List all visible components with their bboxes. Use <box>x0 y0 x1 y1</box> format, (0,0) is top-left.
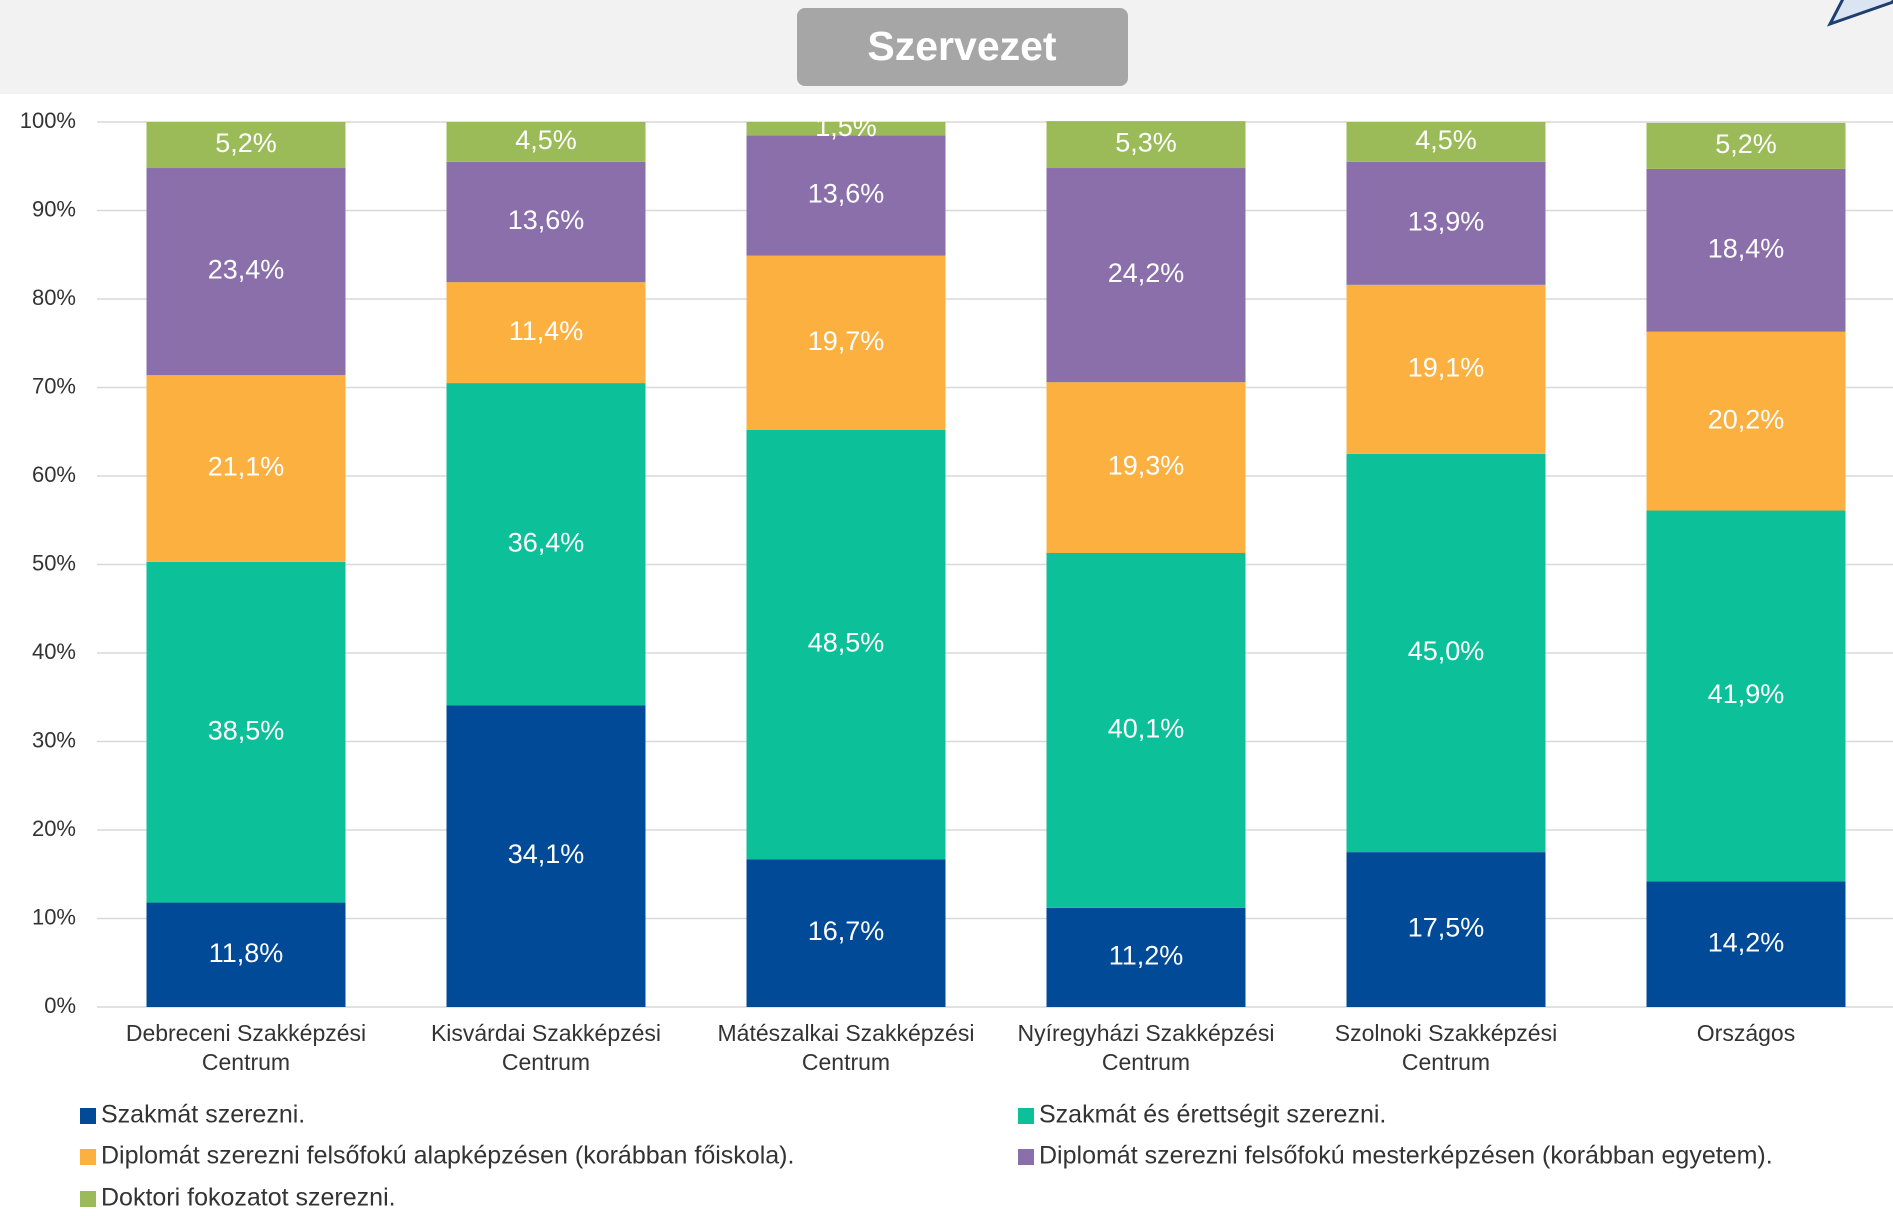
bar-segment <box>746 429 946 860</box>
x-tick-label: Szolnoki Szakképzési Centrum <box>1334 1020 1558 1075</box>
data-label: 24,2% <box>1108 258 1185 288</box>
x-tick-label: Kisvárdai Szakképzési Centrum <box>430 1020 662 1075</box>
legend-swatch <box>80 1108 96 1124</box>
x-tick-label: Országos <box>1696 1020 1796 1046</box>
data-label: 11,2% <box>1109 941 1184 971</box>
legend-swatch <box>1018 1149 1034 1165</box>
bar-segment <box>446 122 646 162</box>
y-tick-label: 100% <box>20 108 76 133</box>
data-label: 40,1% <box>1108 714 1185 744</box>
y-tick-label: 10% <box>32 904 76 929</box>
data-label: 19,3% <box>1108 451 1185 481</box>
data-label: 36,4% <box>508 527 585 557</box>
legend-swatch <box>80 1149 96 1165</box>
bar-segment <box>1646 881 1846 1007</box>
y-tick-label: 90% <box>32 196 76 221</box>
legend-label: Szakmát és érettségit szerezni. <box>1039 1101 1386 1129</box>
y-tick-label: 40% <box>32 639 76 664</box>
corner-icon <box>1826 0 1893 27</box>
chart-title: Szervezet <box>867 23 1057 69</box>
data-label: 20,2% <box>1708 404 1785 434</box>
bar-segment <box>1046 907 1246 1007</box>
bar-segment <box>446 383 646 706</box>
bar-segment <box>1646 331 1846 511</box>
legend-swatch <box>1018 1108 1034 1124</box>
legend-label: Doktori fokozatot szerezni. <box>101 1184 396 1212</box>
bar-segment <box>146 375 346 562</box>
bar-segment <box>1646 122 1846 169</box>
data-label: 13,9% <box>1408 206 1485 236</box>
bar-segment <box>1346 453 1546 853</box>
bar-segment <box>746 255 946 430</box>
x-tick-label: Mátészalkai Szakképzési Centrum <box>717 1020 975 1075</box>
bar-segment <box>146 902 346 1007</box>
bar-segment <box>1046 168 1246 383</box>
legend-swatch <box>80 1191 96 1207</box>
bar-segment <box>146 168 346 376</box>
bar-segment <box>1046 552 1246 908</box>
y-tick-label: 80% <box>32 285 76 310</box>
bar-segment <box>1346 161 1546 285</box>
bar-segment <box>146 561 346 903</box>
legend-label: Diplomát szerezni felsőfokú alapképzésen… <box>101 1142 794 1170</box>
data-label: 23,4% <box>208 255 285 285</box>
data-label: 19,7% <box>808 326 885 356</box>
bar-segment <box>1046 382 1246 553</box>
bar-segment <box>446 161 646 283</box>
data-label: 18,4% <box>1708 233 1785 263</box>
data-label: 13,6% <box>508 205 585 235</box>
bar-segment <box>1346 852 1546 1007</box>
bar-segment <box>1346 122 1546 162</box>
data-label: 16,7% <box>808 916 885 946</box>
data-label: 1,5% <box>815 112 877 142</box>
data-label: 45,0% <box>1408 636 1485 666</box>
x-tick-label: Debreceni Szakképzési Centrum <box>125 1020 367 1075</box>
bar-segment <box>1646 510 1846 882</box>
data-label: 11,4% <box>509 316 584 346</box>
data-label: 11,8% <box>209 938 284 968</box>
title-box <box>797 8 1128 86</box>
bar-segment <box>1646 168 1846 332</box>
data-label: 41,9% <box>1708 679 1785 709</box>
x-tick-label: Nyíregyházi Szakképzési Centrum <box>1017 1020 1275 1075</box>
data-label: 5,3% <box>1115 128 1177 158</box>
y-tick-label: 60% <box>32 462 76 487</box>
data-label: 13,6% <box>808 179 885 209</box>
data-label: 4,5% <box>515 125 577 155</box>
y-tick-label: 30% <box>32 727 76 752</box>
bar-segment <box>146 122 346 169</box>
legend-label: Szakmát szerezni. <box>101 1101 305 1129</box>
bar-segment <box>1346 284 1546 454</box>
data-label: 21,1% <box>208 452 285 482</box>
data-label: 17,5% <box>1408 913 1485 943</box>
y-tick-label: 20% <box>32 816 76 841</box>
bar-segment <box>746 122 946 136</box>
y-tick-label: 0% <box>44 993 76 1018</box>
data-label: 34,1% <box>508 839 585 869</box>
bar-segment <box>746 135 946 256</box>
data-label: 4,5% <box>1415 125 1477 155</box>
bar-segment <box>1046 121 1246 169</box>
data-label: 19,1% <box>1408 352 1485 382</box>
bar-segment <box>446 705 646 1007</box>
data-label: 38,5% <box>208 715 285 745</box>
data-label: 48,5% <box>808 628 885 658</box>
y-tick-label: 70% <box>32 373 76 398</box>
data-label: 5,2% <box>1715 129 1777 159</box>
legend-label: Diplomát szerezni felsőfokú mesterképzés… <box>1039 1142 1773 1170</box>
bar-segment <box>746 859 946 1007</box>
data-label: 5,2% <box>215 128 277 158</box>
data-label: 14,2% <box>1708 927 1785 957</box>
y-tick-label: 50% <box>32 550 76 575</box>
bar-segment <box>446 282 646 384</box>
